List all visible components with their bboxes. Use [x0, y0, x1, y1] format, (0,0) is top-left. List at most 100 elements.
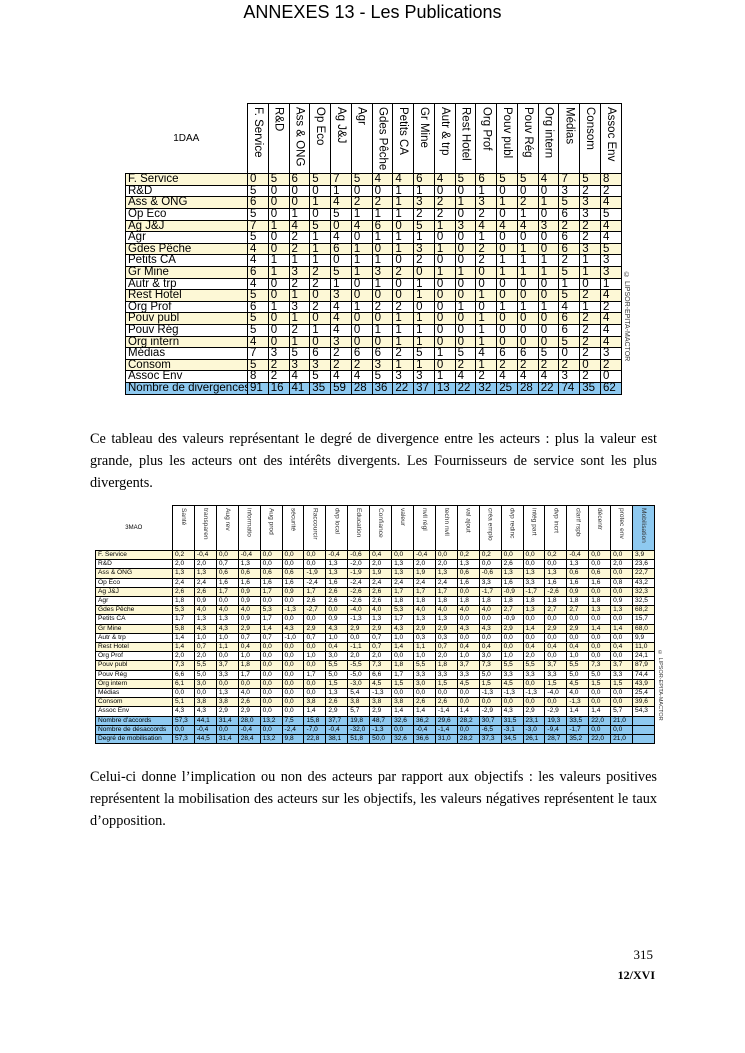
table-cell: 2,9 [237, 706, 261, 717]
table-cell: 0,0 [522, 559, 546, 570]
table-cell: 0 [309, 289, 332, 302]
table-cell: 4 [454, 370, 477, 383]
table-cell: 0 [288, 196, 311, 210]
table-cell: 1 [350, 254, 373, 268]
table-cell: 6 [558, 324, 581, 337]
table-cell: 22 [537, 382, 560, 395]
table-cell: 2,9 [412, 623, 436, 634]
table-cell: 0,0 [281, 669, 305, 680]
table-cell: 3,3 [412, 669, 436, 680]
table-cell: 1,3 [215, 614, 239, 625]
table-cell: 1,4 [391, 642, 414, 653]
table-cell: 3 [579, 196, 602, 210]
column-header: R&D [267, 102, 290, 175]
table-cell: 0 [433, 254, 456, 268]
table-cell: 32,6 [391, 715, 414, 726]
column-header: Op Eco [309, 102, 332, 175]
table-cell: 50,0 [369, 734, 393, 745]
table-cell: 7 [247, 347, 269, 360]
table-cell: 1 [475, 312, 498, 325]
table-cell: 0,0 [434, 688, 458, 699]
table-cell: 3,3 [434, 669, 458, 680]
table-cell: 2,6 [500, 559, 524, 570]
table-cell: 0,9 [193, 596, 217, 607]
table-cell: 3 [579, 208, 602, 221]
table-cell: 1,4 [522, 623, 546, 634]
table-cell: -1,4 [434, 706, 458, 717]
row-label: Gdes Pêche [95, 605, 173, 616]
table-cell: 0,7 [369, 642, 393, 653]
table-cell: 1,7 [259, 586, 283, 598]
table-cell: 0,0 [281, 559, 305, 570]
column-header-label: Rest Hotel [459, 107, 472, 161]
table-cell: 1,6 [566, 577, 590, 588]
table-cell: 0,6 [237, 568, 261, 579]
table-cell: -1,7 [478, 586, 502, 598]
table-cell: 4,3 [456, 623, 480, 634]
table-cell: -1,3 [522, 688, 546, 699]
table-cell: 5 [371, 370, 394, 383]
table-cell: 0 [413, 300, 435, 314]
table-cell: 0,9 [610, 596, 634, 607]
table-cell: 0 [350, 289, 373, 302]
table-cell: 0 [516, 324, 539, 337]
column-header-label: Org intern [542, 107, 555, 159]
table-cell: 5 [413, 347, 435, 360]
table-cell: 1 [392, 324, 415, 337]
column-header-label: Op Eco [314, 107, 327, 146]
table-cell: 91 [247, 382, 269, 395]
column-header-label: Agr [355, 107, 368, 125]
table-cell: 3 [413, 242, 435, 256]
table-cell: 4 [433, 173, 456, 186]
column-header-label: Raccourcir [311, 508, 319, 540]
table-cell: 1 [267, 219, 290, 233]
table-cell: 1,3 [172, 568, 195, 579]
table-cell: 2,4 [369, 577, 393, 588]
table-cell: -4,0 [544, 688, 568, 699]
table-cell: 5,8 [172, 623, 195, 634]
column-header: val ajout [456, 505, 480, 551]
table-cell: 0 [537, 231, 560, 244]
table-row: Pouv publ 7,3 5,5 3,7 1,8 0,0 0,0 0,0 5,5 -5,5 7,3… [95, 660, 655, 671]
table-row: Ag J&J 7 1 4 5 0 4 6 0 5 1 3 4 4 4 3 2 2 4 [125, 219, 622, 233]
table-cell: 1,6 [500, 577, 524, 588]
table-cell: 0 [433, 335, 456, 349]
table-cell: 0 [454, 231, 477, 244]
table-cell: 1 [516, 254, 539, 268]
table-cell: 2 [579, 184, 602, 198]
column-header-label: F. Service [251, 107, 264, 158]
column-header-label: val ajout [464, 508, 472, 533]
table-cell: 8 [247, 370, 269, 383]
table-cell: -0,6 [478, 568, 502, 579]
table-cell: 2 [330, 358, 352, 372]
table-cell: 0 [350, 324, 373, 337]
table-cell: 4 [600, 324, 622, 337]
table-cell: 0 [454, 289, 477, 302]
table-cell: 0 [516, 289, 539, 302]
table-cell: 1,7 [412, 586, 436, 598]
table-cell: 1,4 [303, 706, 327, 717]
table-cell: 2 [475, 208, 498, 221]
table-cell: 0 [496, 289, 518, 302]
table-cell: -9,4 [544, 724, 568, 736]
table-cell: 0 [537, 277, 560, 291]
table-cell: 0,0 [478, 632, 502, 644]
table-cell: 0 [516, 231, 539, 244]
table-cell: 1,0 [215, 632, 239, 644]
table-cell: 1,3 [588, 605, 612, 616]
table-cell: -32,0 [347, 724, 371, 736]
table-cell: -0,6 [347, 549, 371, 561]
table-cell: 4,0 [412, 605, 436, 616]
table-cell: 1,7 [215, 586, 239, 598]
table-cell: 1,5 [588, 678, 612, 690]
table-row: Assoc Env 4,3 4,3 2,9 2,9 0,0 0,0 1,4 2,9 5,7 2,9 1… [95, 706, 655, 717]
column-header: décentr [588, 505, 612, 551]
table-cell: 4 [516, 219, 539, 233]
table-cell: 1 [496, 266, 518, 279]
table-cell: 57,3 [172, 715, 195, 726]
column-header-label: clarif rspb [574, 508, 582, 537]
table-cell: 3 [558, 370, 581, 383]
table-cell: 1,8 [172, 596, 195, 607]
table-cell: 0,0 [566, 614, 590, 625]
table-cell: 1 [413, 289, 435, 302]
